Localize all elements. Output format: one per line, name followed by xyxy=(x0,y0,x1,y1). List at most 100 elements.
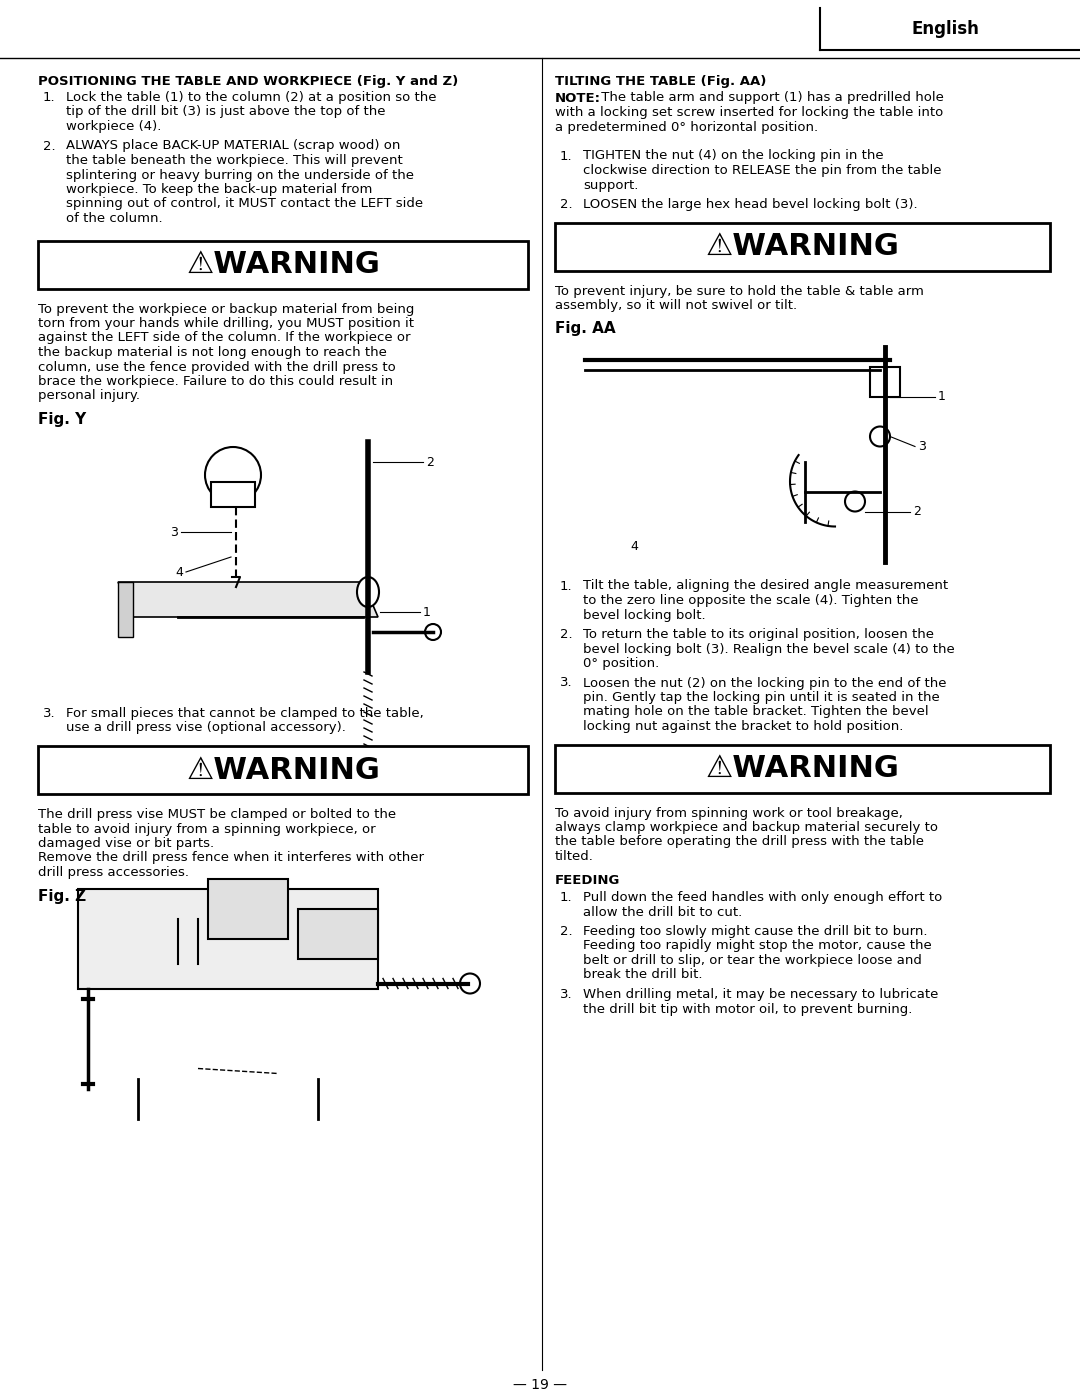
Bar xyxy=(555,222,1050,271)
Text: splintering or heavy burring on the underside of the: splintering or heavy burring on the unde… xyxy=(66,169,414,182)
Text: ⚠WARNING: ⚠WARNING xyxy=(705,754,900,782)
Text: workpiece. To keep the back-up material from: workpiece. To keep the back-up material … xyxy=(66,183,373,196)
Text: — 19 —: — 19 — xyxy=(513,1377,567,1391)
Text: 3: 3 xyxy=(171,525,178,538)
Text: allow the drill bit to cut.: allow the drill bit to cut. xyxy=(583,905,742,918)
Text: the drill bit tip with motor oil, to prevent burning.: the drill bit tip with motor oil, to pre… xyxy=(583,1003,913,1016)
Text: Lock the table (1) to the column (2) at a position so the: Lock the table (1) to the column (2) at … xyxy=(66,91,436,103)
Circle shape xyxy=(845,492,865,511)
Text: brace the workpiece. Failure to do this could result in: brace the workpiece. Failure to do this … xyxy=(38,374,393,388)
Text: 3.: 3. xyxy=(43,707,56,719)
Bar xyxy=(38,746,528,793)
Text: 4: 4 xyxy=(175,566,183,578)
Text: drill press accessories.: drill press accessories. xyxy=(38,866,189,879)
Text: NOTE:: NOTE: xyxy=(555,91,600,105)
Text: of the column.: of the column. xyxy=(66,212,163,225)
Text: 1: 1 xyxy=(423,605,431,619)
Text: 1.: 1. xyxy=(43,91,56,103)
Text: To prevent the workpiece or backup material from being: To prevent the workpiece or backup mater… xyxy=(38,303,415,316)
Text: 1.: 1. xyxy=(561,580,572,592)
Text: 3.: 3. xyxy=(561,988,572,1002)
Text: pin. Gently tap the locking pin until it is seated in the: pin. Gently tap the locking pin until it… xyxy=(583,692,940,704)
Text: ⚠WARNING: ⚠WARNING xyxy=(186,756,380,785)
Text: 4: 4 xyxy=(630,541,638,553)
Text: tip of the drill bit (3) is just above the top of the: tip of the drill bit (3) is just above t… xyxy=(66,106,386,119)
Text: 1: 1 xyxy=(939,390,946,402)
Text: For small pieces that cannot be clamped to the table,: For small pieces that cannot be clamped … xyxy=(66,707,423,719)
Text: bevel locking bolt (3). Realign the bevel scale (4) to the: bevel locking bolt (3). Realign the beve… xyxy=(583,643,955,655)
Text: torn from your hands while drilling, you MUST position it: torn from your hands while drilling, you… xyxy=(38,317,414,330)
Text: Pull down the feed handles with only enough effort to: Pull down the feed handles with only eno… xyxy=(583,891,942,904)
Text: belt or drill to slip, or tear the workpiece loose and: belt or drill to slip, or tear the workp… xyxy=(583,954,922,967)
Text: ⚠WARNING: ⚠WARNING xyxy=(705,232,900,261)
Text: POSITIONING THE TABLE AND WORKPIECE (Fig. Y and Z): POSITIONING THE TABLE AND WORKPIECE (Fig… xyxy=(38,75,458,88)
Text: with a locking set screw inserted for locking the table into: with a locking set screw inserted for lo… xyxy=(555,106,943,119)
Text: The drill press vise MUST be clamped or bolted to the: The drill press vise MUST be clamped or … xyxy=(38,807,396,821)
Text: English: English xyxy=(912,20,978,38)
Text: Loosen the nut (2) on the locking pin to the end of the: Loosen the nut (2) on the locking pin to… xyxy=(583,676,946,690)
Bar xyxy=(211,482,255,507)
Text: use a drill press vise (optional accessory).: use a drill press vise (optional accesso… xyxy=(66,721,346,735)
Text: 2.: 2. xyxy=(561,629,572,641)
Text: personal injury.: personal injury. xyxy=(38,390,140,402)
Text: TIGHTEN the nut (4) on the locking pin in the: TIGHTEN the nut (4) on the locking pin i… xyxy=(583,149,883,162)
Text: 2.: 2. xyxy=(561,925,572,937)
Text: Fig. Z: Fig. Z xyxy=(38,888,86,904)
Text: 1.: 1. xyxy=(561,149,572,162)
Text: column, use the fence provided with the drill press to: column, use the fence provided with the … xyxy=(38,360,395,373)
Text: LOOSEN the large hex head bevel locking bolt (3).: LOOSEN the large hex head bevel locking … xyxy=(583,198,918,211)
Text: Remove the drill press fence when it interferes with other: Remove the drill press fence when it int… xyxy=(38,852,424,865)
Polygon shape xyxy=(118,583,378,617)
Bar xyxy=(208,879,288,939)
Text: To prevent injury, be sure to hold the table & table arm: To prevent injury, be sure to hold the t… xyxy=(555,285,923,298)
Bar xyxy=(298,908,378,958)
Text: damaged vise or bit parts.: damaged vise or bit parts. xyxy=(38,837,214,849)
Text: 0° position.: 0° position. xyxy=(583,657,659,671)
Circle shape xyxy=(460,974,480,993)
Text: mating hole on the table bracket. Tighten the bevel: mating hole on the table bracket. Tighte… xyxy=(583,705,929,718)
Text: 2.: 2. xyxy=(43,140,56,152)
Bar xyxy=(555,745,1050,792)
Text: the backup material is not long enough to reach the: the backup material is not long enough t… xyxy=(38,346,387,359)
Circle shape xyxy=(426,624,441,640)
Text: table to avoid injury from a spinning workpiece, or: table to avoid injury from a spinning wo… xyxy=(38,823,376,835)
Polygon shape xyxy=(118,583,133,637)
Text: to the zero line opposite the scale (4). Tighten the: to the zero line opposite the scale (4).… xyxy=(583,594,918,608)
Text: workpiece (4).: workpiece (4). xyxy=(66,120,161,133)
Text: Fig. Y: Fig. Y xyxy=(38,412,86,427)
Text: 2: 2 xyxy=(913,504,921,518)
Text: locking nut against the bracket to hold position.: locking nut against the bracket to hold … xyxy=(583,719,903,733)
Text: the table before operating the drill press with the table: the table before operating the drill pre… xyxy=(555,835,924,848)
Text: 3.: 3. xyxy=(561,676,572,690)
Text: tilted.: tilted. xyxy=(555,849,594,863)
Bar xyxy=(78,888,378,989)
Bar xyxy=(38,240,528,289)
Text: To avoid injury from spinning work or tool breakage,: To avoid injury from spinning work or to… xyxy=(555,806,903,820)
Text: 3: 3 xyxy=(918,440,926,453)
Circle shape xyxy=(205,447,261,503)
Text: break the drill bit.: break the drill bit. xyxy=(583,968,702,982)
Text: To return the table to its original position, loosen the: To return the table to its original posi… xyxy=(583,629,934,641)
Text: bevel locking bolt.: bevel locking bolt. xyxy=(583,609,705,622)
Text: Feeding too slowly might cause the drill bit to burn.: Feeding too slowly might cause the drill… xyxy=(583,925,928,937)
Circle shape xyxy=(870,426,890,447)
Text: 2.: 2. xyxy=(561,198,572,211)
Text: FEEDING: FEEDING xyxy=(555,875,620,887)
Text: ⚠WARNING: ⚠WARNING xyxy=(186,250,380,279)
Text: TILTING THE TABLE (Fig. AA): TILTING THE TABLE (Fig. AA) xyxy=(555,75,767,88)
Ellipse shape xyxy=(357,577,379,608)
Text: a predetermined 0° horizontal position.: a predetermined 0° horizontal position. xyxy=(555,120,819,134)
Text: 2: 2 xyxy=(426,455,434,468)
Text: 1.: 1. xyxy=(561,891,572,904)
Text: Feeding too rapidly might stop the motor, cause the: Feeding too rapidly might stop the motor… xyxy=(583,940,932,953)
Text: clockwise direction to RELEASE the pin from the table: clockwise direction to RELEASE the pin f… xyxy=(583,163,942,177)
Text: against the LEFT side of the column. If the workpiece or: against the LEFT side of the column. If … xyxy=(38,331,410,345)
Text: support.: support. xyxy=(583,179,638,191)
Text: the table beneath the workpiece. This will prevent: the table beneath the workpiece. This wi… xyxy=(66,154,403,168)
Text: Tilt the table, aligning the desired angle measurement: Tilt the table, aligning the desired ang… xyxy=(583,580,948,592)
Text: always clamp workpiece and backup material securely to: always clamp workpiece and backup materi… xyxy=(555,821,939,834)
Text: When drilling metal, it may be necessary to lubricate: When drilling metal, it may be necessary… xyxy=(583,988,939,1002)
Text: Fig. AA: Fig. AA xyxy=(555,321,616,337)
Text: The table arm and support (1) has a predrilled hole: The table arm and support (1) has a pred… xyxy=(597,91,944,105)
Text: ALWAYS place BACK-UP MATERIAL (scrap wood) on: ALWAYS place BACK-UP MATERIAL (scrap woo… xyxy=(66,140,401,152)
